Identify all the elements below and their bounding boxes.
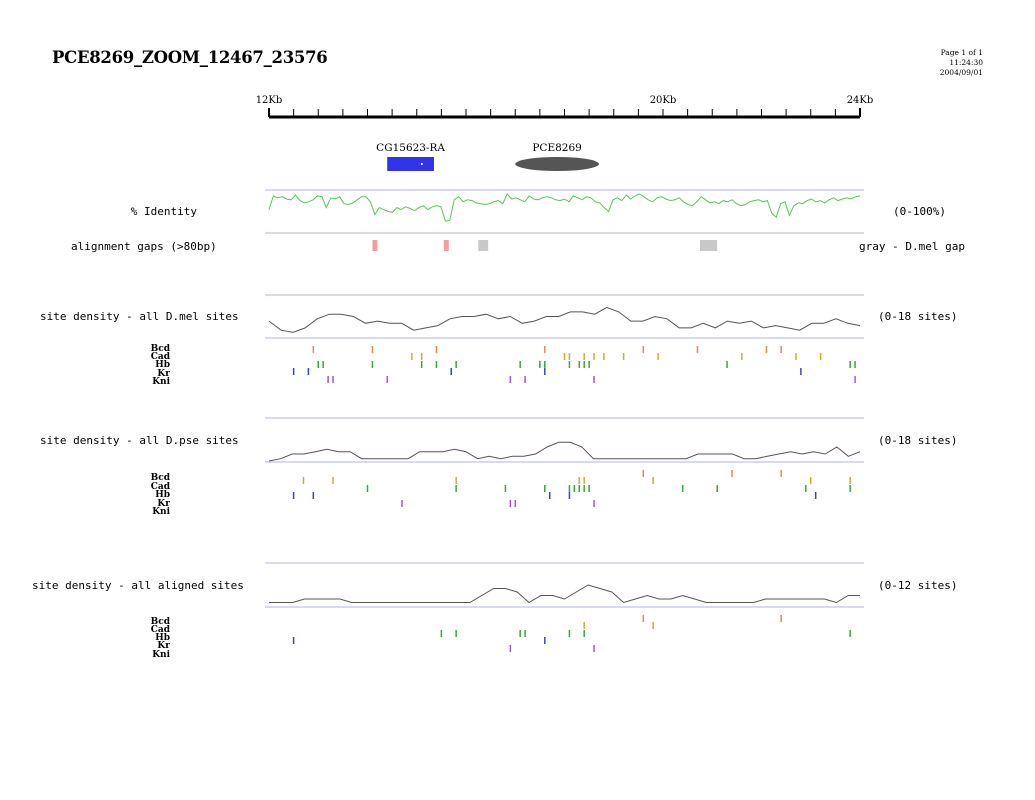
alignment-gap [372, 240, 378, 251]
factor-label: Cad [151, 482, 171, 492]
ruler-label: 12Kb [256, 95, 283, 106]
density-line [269, 584, 860, 604]
page-meta: Page 1 of 1 11:24:30 2004/09/01 [940, 48, 983, 78]
density-track-label: site density - all D.mel sites [40, 310, 239, 323]
alignment-gap [478, 240, 489, 251]
factor-label: Hb [155, 490, 170, 500]
page-title: PCE8269_ZOOM_12467_23576 [52, 48, 328, 67]
density-range-label: (0-18 sites) [878, 434, 957, 447]
factor-label: Kni [152, 507, 170, 517]
factor-label: Kni [152, 377, 170, 387]
print-time: 11:24:30 [949, 58, 983, 67]
alignment-gap [443, 240, 449, 251]
factor-label: Cad [151, 625, 171, 635]
page-number: Page 1 of 1 [940, 48, 983, 57]
factor-label: Bcd [151, 617, 171, 627]
factor-label: Kr [157, 369, 170, 379]
density-line [268, 441, 861, 462]
factor-label: Kr [157, 499, 170, 509]
identity-range: (0-100%) [893, 205, 946, 218]
factor-label: Kni [152, 650, 170, 660]
enhancer-label: PCE8269 [532, 142, 582, 154]
print-date: 2004/09/01 [939, 68, 983, 77]
density-range-label: (0-12 sites) [878, 579, 957, 592]
density-track-label: site density - all D.pse sites [40, 434, 239, 447]
factor-label: Hb [155, 633, 170, 643]
enhancer-region [515, 157, 599, 171]
factor-label: Bcd [151, 473, 171, 483]
alignment-gaps-label: alignment gaps (>80bp) [71, 240, 217, 253]
density-track-label: site density - all aligned sites [32, 579, 244, 592]
ruler-label: 24Kb [847, 95, 874, 106]
gap-legend-label: gray - D.mel gap [859, 240, 965, 253]
density-range-label: (0-18 sites) [878, 310, 957, 323]
alignment-gap [699, 240, 718, 251]
identity-label: % Identity [131, 205, 198, 218]
ruler-label: 20Kb [650, 95, 677, 106]
gene-exon [387, 157, 434, 171]
density-line [268, 306, 861, 333]
factor-label: Cad [151, 352, 171, 362]
identity-line [268, 192, 861, 222]
factor-label: Bcd [151, 344, 171, 354]
factor-label: Kr [157, 641, 170, 651]
gene-label: CG15623-RA [376, 142, 445, 154]
factor-label: Hb [155, 360, 170, 370]
